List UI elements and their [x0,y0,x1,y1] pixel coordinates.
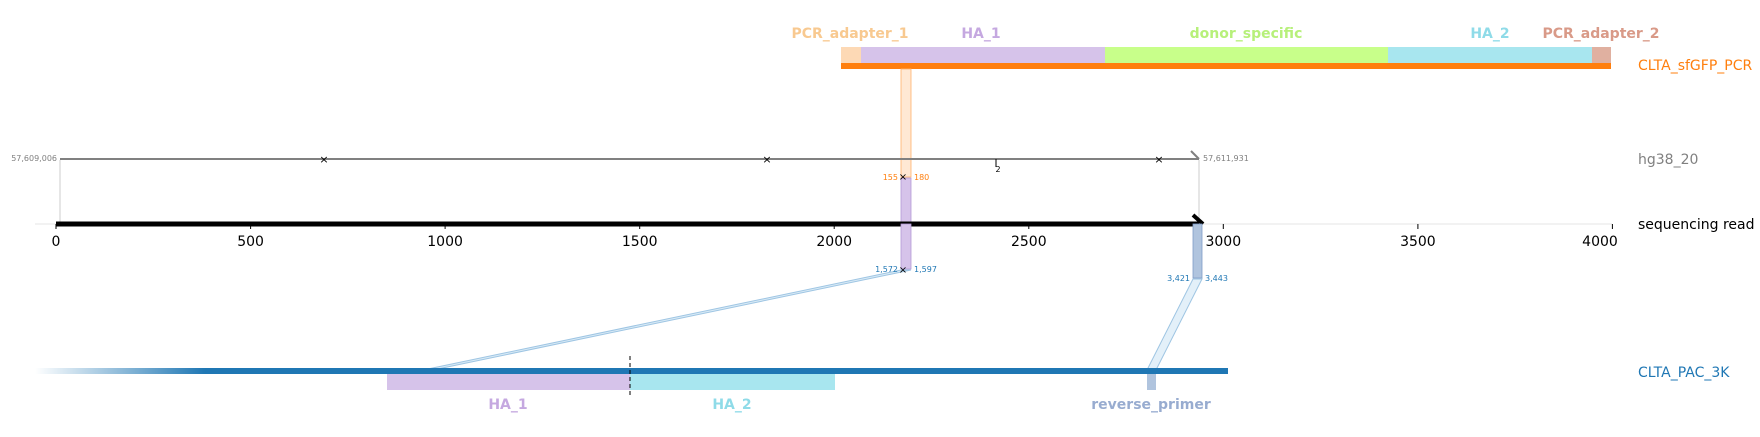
donor-alignment-x-marker: × [899,172,907,183]
pac-alignment-1-end-label: 1,597 [914,265,937,274]
pac-feature-ha-1-block [387,374,630,390]
pac-alignment-2-start-label: 3,421 [1167,274,1190,283]
donor-alignment-start-label: 155 [883,173,898,182]
x-axis-tick-label: 0 [52,234,61,250]
x-axis-tick-label: 2000 [816,234,852,250]
pac-feature-ha-2-block [630,374,835,390]
pac-alignment-1-x-marker: × [899,265,907,276]
genome-mismatch-marker: × [319,153,328,166]
pac-feature-reverse-primer-label: reverse_primer [1091,397,1211,413]
donor-feature-ha-2-label: HA_2 [1470,26,1509,42]
genome-track-label: hg38_20 [1638,152,1698,168]
donor-backbone [841,63,1611,69]
x-axis-tick-label: 2500 [1011,234,1047,250]
donor-feature-pcr-adapter-1-label: PCR_adapter_1 [791,26,908,42]
donor-feature-ha-2-block [1388,47,1592,63]
x-axis-tick-label: 3000 [1205,234,1241,250]
pac-feature-ha-2-label: HA_2 [712,397,751,413]
genome-mismatch-marker: × [1154,153,1163,166]
genome-start-coordinate: 57,609,006 [11,154,57,163]
donor-alignment-connector [900,68,912,178]
genome-end-flag [1190,150,1200,160]
donor-read-alignment: 155 180 × [883,68,929,224]
donor-alignment-end-label: 180 [914,173,929,182]
genome-small-label: 2 [995,165,1000,174]
donor-feature-donor-specific-block [1105,47,1388,63]
pac-feature-ha-1-label: HA_1 [488,397,527,413]
read-end-arrow [1191,213,1205,226]
pac-alignment-2-end-label: 3,443 [1205,274,1228,283]
x-axis-tick-label: 1000 [427,234,463,250]
pac-read-alignment-1: 1,572 1,597 × [422,223,937,371]
pac-read-alignment-2: 3,421 3,443 [1146,223,1228,371]
x-axis-tick-label: 3500 [1400,234,1436,250]
pac-alignment-1-start-label: 1,572 [875,265,898,274]
pac-track: HA_1 HA_2 reverse_primer CLTA_PAC_3K [35,356,1730,413]
x-axis-tick-label: 1500 [622,234,658,250]
pac-alignment-1-connector [422,269,912,371]
donor-feature-ha-1-block [861,47,1105,63]
donor-track-label: CLTA_sfGFP_PCR [1638,58,1752,74]
read-track: sequencing read 0 500 1000 1500 2000 250… [35,213,1754,250]
donor-feature-donor-specific-label: donor_specific [1190,26,1303,42]
x-axis: 0 500 1000 1500 2000 2500 3000 3500 4000 [52,224,1618,250]
genome-mismatch-marker: × [762,153,771,166]
donor-feature-pcr-adapter-2-block [1592,47,1611,63]
donor-feature-ha-1-label: HA_1 [961,26,1000,42]
pac-feature-reverse-primer-block [1147,374,1156,390]
donor-track: PCR_adapter_1 HA_1 donor_specific HA_2 P… [791,26,1752,74]
x-axis-tick-label: 4000 [1582,234,1618,250]
donor-alignment-read-block [900,177,912,224]
pac-alignment-2-connector [1146,278,1203,371]
pac-alignment-1-read-block [900,223,912,270]
pac-alignment-2-read-block [1192,223,1203,279]
read-track-label: sequencing read [1638,217,1754,233]
pac-backbone [205,368,1228,374]
donor-feature-pcr-adapter-2-label: PCR_adapter_2 [1542,26,1659,42]
genome-end-coordinate: 57,611,931 [1203,154,1249,163]
x-axis-tick-label: 500 [237,234,264,250]
pac-track-label: CLTA_PAC_3K [1638,365,1730,381]
genome-track: × × × 2 57,609,006 57,611,931 hg38_20 [11,150,1698,223]
pac-backbone-fade [35,368,205,374]
donor-feature-pcr-adapter-1-block [841,47,861,63]
